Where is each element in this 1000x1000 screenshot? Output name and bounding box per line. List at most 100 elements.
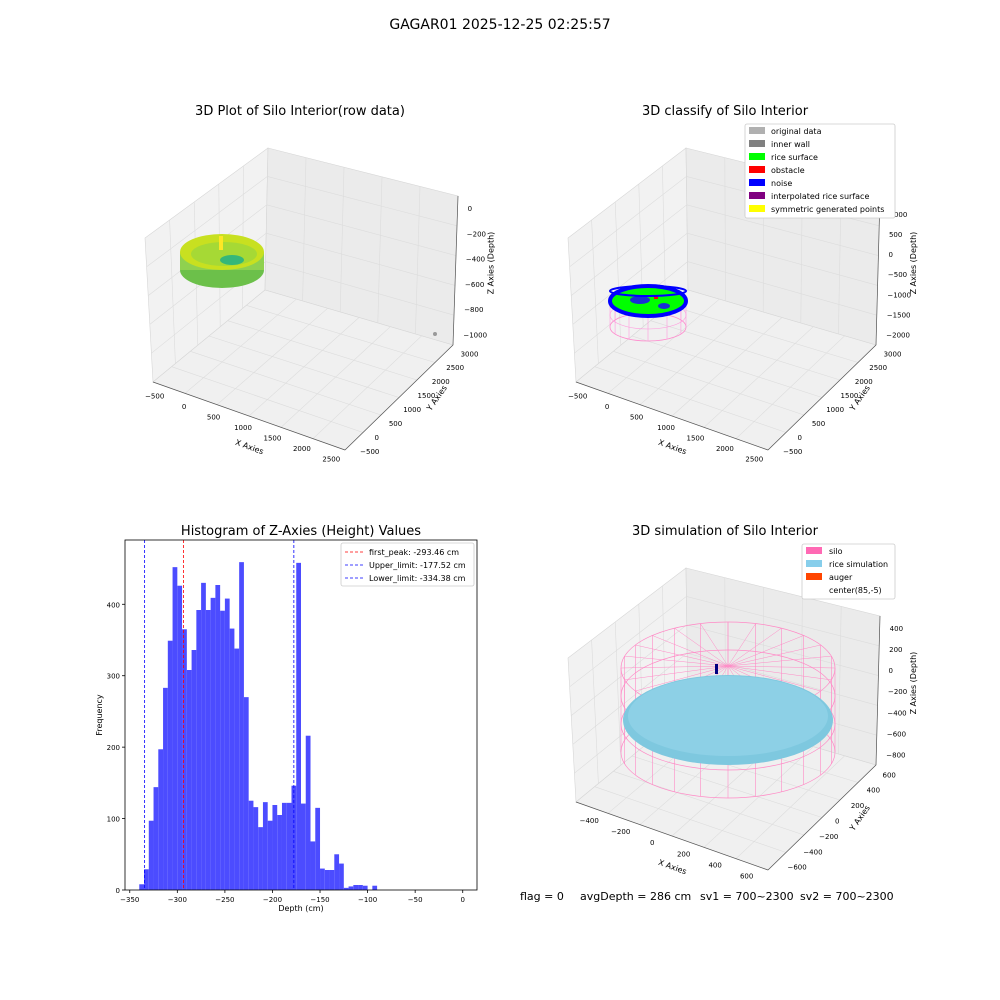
silo-roof-rib [624,655,729,667]
histogram-bar [258,827,263,890]
legend-swatch [806,560,822,567]
histogram-bar [310,841,316,890]
y-tick-label: 2000 [855,378,873,386]
x-tick-label: 500 [207,414,220,422]
legend-label: first_peak: -293.46 cm [369,548,459,557]
silo-roof-rib [674,627,729,667]
histogram-legend: first_peak: -293.46 cm Upper_limit: -177.… [340,542,475,587]
legend-swatch [749,179,765,186]
histogram-bar [372,885,378,890]
x-tick-label: 500 [630,414,643,422]
x-axis-label: X Axies [657,858,688,877]
histogram-bar [301,803,306,890]
auger-marker [715,664,718,674]
y-axis-line [767,764,877,871]
histogram-bar [224,598,230,890]
y-tick-label: 1000 [826,406,844,414]
y-tick-label: 1000 [403,406,421,414]
z-tick-label: −600 [465,281,484,289]
x-axis-line [575,381,769,451]
silo-roof-rib [635,665,729,692]
histogram-title: Histogram of Z-Axies (Height) Values [180,524,422,539]
gridline [591,219,599,364]
y-tick-label: 0 [116,887,120,895]
y-tick-label: 200 [851,802,864,810]
y-tick-label: 400 [107,601,120,609]
histogram-bar [262,802,268,890]
classify-points [608,284,688,342]
legend-label: inner wall [771,140,810,149]
y-tick-label: 2500 [869,364,887,372]
legend-swatch [749,205,765,212]
x-tick-label: 200 [677,850,690,858]
histogram-bar [210,597,216,890]
x-tick-label: 1000 [234,424,252,432]
histogram-bar [305,735,311,890]
histogram-bar [348,886,354,890]
gridline [614,201,622,346]
silo-roof-rib [635,644,729,667]
silo-roof-rib [727,635,804,667]
histogram-bar [343,887,349,890]
histogram-bar [158,749,164,890]
y-tick-label: 200 [107,744,120,752]
sv2-text: sv2 = 700~2300 [800,890,894,903]
histogram-bar [215,585,221,890]
y-tick-label: −500 [783,448,802,456]
histogram-bar [139,884,145,890]
z-tick-label: 400 [890,625,903,633]
z-axis-line [875,615,881,766]
y-axis-line [767,344,877,451]
gridline [377,176,383,324]
gridline [146,176,458,268]
histogram-bar [362,885,368,890]
y-tick-label: 2500 [446,364,464,372]
y-tick-label: −500 [360,448,379,456]
histogram-bar [234,648,240,890]
legend-swatch [749,127,765,134]
z-tick-label: −2000 [886,332,910,340]
classify-legend: original data inner wall rice surface obsta… [744,123,896,219]
histogram-bar [196,610,202,890]
legend-label: rice surface [771,153,818,162]
figure-title: GAGAR01 2025-12-25 02:25:57 [389,17,611,33]
x-axis-line [152,381,346,451]
legend-swatch [749,140,765,147]
z-tick-label: −600 [887,730,906,738]
silo-roof-rib [727,623,756,667]
x-tick-label: 2500 [745,455,763,463]
silo-roof-rib [652,635,729,667]
gridline [614,621,622,766]
y-tick-label: 0 [835,818,839,826]
classify-plot-title: 3D classify of Silo Interior [641,104,809,119]
y-axis-line [344,344,454,451]
y-tick-label: 100 [107,816,120,824]
legend-label: Lower_limit: -334.38 cm [369,574,466,583]
legend-label: rice simulation [829,560,888,569]
flag-text: flag = 0 [520,890,564,903]
histogram-plot [122,539,478,893]
histogram-bar [153,787,159,890]
legend-swatch [806,547,822,554]
y-tick-label: 0 [375,434,379,442]
gridline [662,165,666,309]
y-tick-label: −600 [787,864,806,872]
rawdata-surface-dip [220,255,244,265]
y-tick-label: 1500 [841,392,859,400]
legend-label: interpolated rice surface [771,192,869,201]
gridline [569,596,880,688]
x-tick-label: −350 [120,896,139,904]
y-tick-label: −400 [803,848,822,856]
silo-roof-rib [727,665,832,681]
z-axis-label: Z Axies (Depth) [909,232,918,295]
histogram-bar [182,629,187,890]
histogram-bar [358,885,363,890]
x-tick-label: −50 [408,896,423,904]
x-tick-label: −250 [215,896,234,904]
x-axis-label: X Axies [657,438,688,457]
x-tick-label: 0 [605,403,609,411]
histogram-bar [324,870,330,890]
gridline [572,232,878,325]
y-axis-label: Frequency [95,694,104,736]
